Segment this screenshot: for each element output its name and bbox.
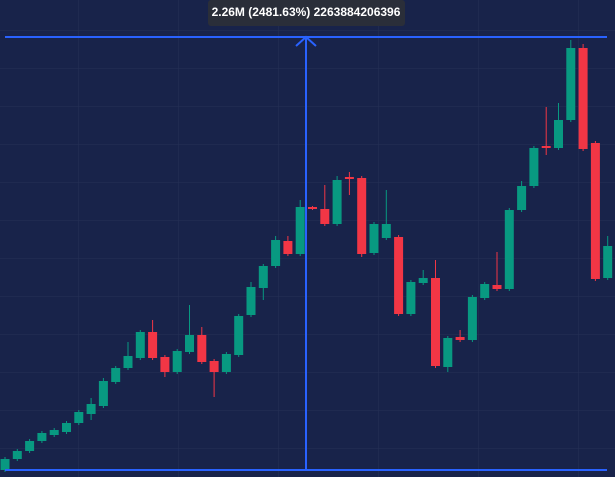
- candle-body: [492, 285, 502, 289]
- candle-body: [111, 368, 121, 382]
- candle-body: [221, 354, 231, 372]
- candle-body: [357, 178, 367, 254]
- candle-body: [406, 282, 416, 314]
- candle-body: [283, 241, 293, 254]
- candle-body: [148, 332, 158, 358]
- candle-body: [369, 224, 379, 253]
- candle-body: [344, 177, 354, 179]
- candle-body: [467, 297, 477, 340]
- candle-body: [197, 335, 207, 362]
- candle-body: [517, 186, 527, 210]
- candles: [0, 40, 613, 472]
- candle-body: [160, 357, 170, 372]
- candle-body: [12, 451, 22, 459]
- candle-body: [172, 351, 182, 372]
- candle-body: [49, 430, 59, 435]
- candle-body: [443, 338, 453, 367]
- candle-body: [603, 246, 613, 278]
- candle-body: [135, 332, 145, 358]
- candle-body: [320, 209, 330, 224]
- candle-body: [418, 278, 428, 283]
- candle-body: [258, 266, 268, 288]
- candle-body: [455, 337, 465, 340]
- candle-body: [246, 287, 256, 315]
- candle-body: [0, 459, 10, 470]
- candle-body: [308, 207, 317, 209]
- measure-tool: [5, 35, 607, 471]
- candle-body: [209, 361, 219, 372]
- candle-body: [566, 48, 576, 120]
- candle-body: [504, 210, 514, 289]
- candle-body: [271, 240, 281, 266]
- candle-body: [529, 148, 539, 186]
- candle-body: [332, 180, 342, 224]
- candle-body: [554, 120, 563, 148]
- candle-body: [37, 433, 47, 441]
- candle-body: [62, 423, 71, 432]
- candle-body: [98, 381, 108, 406]
- candle-body: [541, 146, 551, 148]
- candle-body: [86, 404, 96, 414]
- candle-body: [381, 224, 391, 238]
- candle-body: [123, 356, 133, 368]
- measure-arrow: [295, 35, 317, 47]
- annotation-box: [208, 0, 405, 26]
- candle-body: [590, 143, 600, 279]
- candle-body: [480, 284, 490, 298]
- candle-body: [185, 335, 194, 352]
- candle-body: [234, 316, 244, 355]
- annotation: 2.26M (2481.63%) 2263884206396: [212, 5, 401, 19]
- candle-body: [25, 441, 35, 451]
- candle-body: [578, 48, 588, 149]
- candle-body: [431, 278, 440, 366]
- candle-body: [295, 207, 305, 254]
- candle-body: [394, 237, 404, 314]
- candle-body: [74, 412, 84, 423]
